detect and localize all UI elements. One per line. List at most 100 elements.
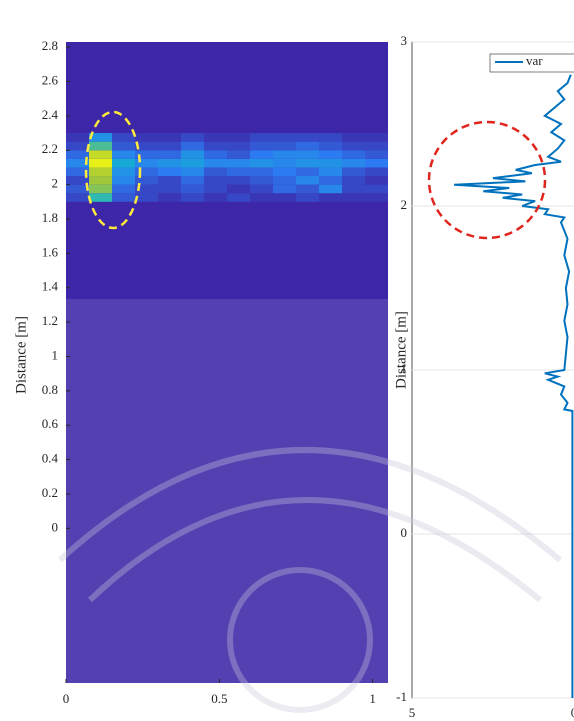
heat-cell xyxy=(181,193,204,202)
heat-cell xyxy=(250,176,273,185)
heat-cell xyxy=(365,150,388,159)
y-tick-label: 2.6 xyxy=(42,73,59,88)
heat-cell xyxy=(273,184,296,194)
heat-cell xyxy=(319,184,342,194)
heat-cell xyxy=(296,176,319,185)
heat-cell xyxy=(342,193,365,202)
heat-cell xyxy=(89,141,112,151)
heat-cell xyxy=(273,167,296,177)
highlight-ellipse xyxy=(84,110,142,230)
heat-cell xyxy=(342,158,365,168)
heat-cell xyxy=(181,167,204,177)
watermark-fade xyxy=(66,299,388,683)
heat-cell xyxy=(112,184,135,194)
y-tick-label: 2 xyxy=(52,176,59,191)
heat-cell xyxy=(204,158,227,168)
heat-cell xyxy=(273,158,296,168)
heat-cell xyxy=(112,193,135,202)
heat-cell xyxy=(227,150,250,159)
heat-cell xyxy=(342,167,365,177)
heat-cell xyxy=(181,141,204,151)
heat-cell xyxy=(158,141,181,151)
heat-cell xyxy=(135,176,158,185)
heat-cell xyxy=(250,158,273,168)
y-tick-label: 1.6 xyxy=(42,244,59,259)
heat-cell xyxy=(204,133,227,142)
heat-cell xyxy=(158,193,181,202)
heat-cell xyxy=(227,133,250,142)
heat-cell xyxy=(66,193,89,202)
heat-cell xyxy=(204,193,227,202)
y-tick-label: 1.4 xyxy=(42,279,59,294)
x-tick-label: 0.5 xyxy=(211,691,227,706)
heat-cell xyxy=(273,141,296,151)
heat-cell xyxy=(204,167,227,177)
heat-cell xyxy=(296,150,319,159)
heat-cell xyxy=(135,193,158,202)
heat-cell xyxy=(365,141,388,151)
heat-cell xyxy=(181,184,204,194)
y-tick-label: 1 xyxy=(401,361,408,376)
y-tick-label: 0 xyxy=(401,525,408,540)
heat-cell xyxy=(342,150,365,159)
watermark-arc xyxy=(57,447,562,563)
heat-cell xyxy=(296,184,319,194)
heat-cell xyxy=(227,167,250,177)
x-tick-label: 0 xyxy=(571,705,574,720)
heat-cell xyxy=(273,133,296,142)
heat-cell xyxy=(365,184,388,194)
x-tick-label: 5 xyxy=(409,705,416,720)
y-tick-label: 2.2 xyxy=(42,141,58,156)
line-panel: -1 0 1 2 3 5 0 var Distance [m] xyxy=(393,33,574,720)
y-tick-label: 0.8 xyxy=(42,382,58,397)
heat-cell xyxy=(89,133,112,142)
y-tick-label: 1.8 xyxy=(42,210,58,225)
heat-cell xyxy=(342,184,365,194)
heat-cell xyxy=(273,176,296,185)
y-tick-label: 0.4 xyxy=(42,451,59,466)
heat-cell xyxy=(89,184,112,194)
heat-cell xyxy=(296,141,319,151)
heat-cell xyxy=(135,133,158,142)
heat-cell xyxy=(204,141,227,151)
line-series xyxy=(454,74,574,698)
watermark xyxy=(57,447,562,713)
heat-cell xyxy=(89,150,112,159)
heat-cell xyxy=(89,167,112,177)
heat-cell xyxy=(158,176,181,185)
heat-cell xyxy=(204,150,227,159)
heat-cell xyxy=(181,176,204,185)
legend-label: var xyxy=(526,53,543,68)
watermark-arc xyxy=(87,497,542,603)
heat-cell xyxy=(135,167,158,177)
heat-cell xyxy=(250,150,273,159)
heatmap-panel: 0 0.2 0.4 0.6 0.8 1 1.2 1.4 1.6 1.8 2 2.2 2.4 2.6 2.8 0… xyxy=(13,38,388,706)
heat-cell xyxy=(273,193,296,202)
heat-cell xyxy=(319,176,342,185)
heat-cell xyxy=(227,158,250,168)
heat-cell xyxy=(112,141,135,151)
heat-cell xyxy=(365,167,388,177)
heat-cell xyxy=(89,193,112,202)
highlight-circle xyxy=(427,120,547,240)
heat-cell xyxy=(204,176,227,185)
heat-cell xyxy=(66,141,89,151)
heat-cell xyxy=(365,133,388,142)
heat-cell xyxy=(319,167,342,177)
heat-cell xyxy=(66,158,89,168)
heat-cell xyxy=(112,167,135,177)
heat-cell xyxy=(342,141,365,151)
heat-cell xyxy=(135,150,158,159)
y-tick-label: 3 xyxy=(401,33,408,48)
heat-cell xyxy=(112,133,135,142)
heat-cell xyxy=(135,184,158,194)
heat-cell xyxy=(319,133,342,142)
heat-cell xyxy=(250,133,273,142)
heat-cell xyxy=(296,193,319,202)
heat-cell xyxy=(227,184,250,194)
x-tick-label: 1 xyxy=(369,691,376,706)
heat-cell xyxy=(365,176,388,185)
heat-cell xyxy=(296,133,319,142)
heat-cell xyxy=(158,150,181,159)
